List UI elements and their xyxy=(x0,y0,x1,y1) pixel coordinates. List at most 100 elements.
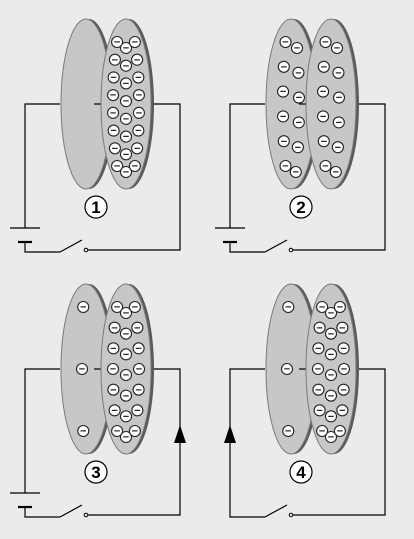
negative-charge: − xyxy=(317,60,330,73)
charge-sign: − xyxy=(134,322,140,334)
negative-charge: − xyxy=(75,362,89,376)
charge-sign: − xyxy=(80,302,86,314)
negative-charge: − xyxy=(311,362,325,376)
negative-charge: − xyxy=(332,66,345,79)
charge-sign: − xyxy=(123,149,129,161)
negative-charge: − xyxy=(324,410,338,423)
negative-charge: − xyxy=(132,362,146,376)
negative-charge: − xyxy=(324,430,338,444)
charge-sign: − xyxy=(123,432,129,444)
back-plate-charges: −−−−−−−−−−−− xyxy=(277,35,306,179)
negative-charge: − xyxy=(119,165,133,179)
charge-sign: − xyxy=(111,405,117,417)
negative-charge: − xyxy=(317,110,330,123)
charge-sign: − xyxy=(328,308,334,320)
charge-sign: − xyxy=(337,302,343,314)
charge-sign: − xyxy=(132,426,138,438)
charge-sign: − xyxy=(341,364,347,376)
back-plate xyxy=(60,18,114,190)
charge-sign: − xyxy=(110,125,116,137)
negative-charge: − xyxy=(292,91,306,104)
negative-charge: − xyxy=(336,321,349,334)
negative-charge: − xyxy=(119,389,133,402)
charge-sign: − xyxy=(322,161,328,173)
charge-sign: − xyxy=(114,161,120,173)
charge-sign: − xyxy=(134,54,140,66)
charge-sign: − xyxy=(293,167,299,179)
panel-number-badge: 3 xyxy=(84,460,108,484)
charge-sign: − xyxy=(123,60,129,72)
negative-charge: − xyxy=(119,95,133,108)
negative-charge: − xyxy=(107,71,120,84)
charge-sign: − xyxy=(320,86,326,98)
negative-charge: − xyxy=(128,424,141,438)
negative-charge: − xyxy=(312,383,325,396)
negative-charge: − xyxy=(107,106,120,119)
charge-sign: − xyxy=(123,349,129,361)
charge-sign: − xyxy=(136,364,142,376)
negative-charge: − xyxy=(329,165,342,179)
back-plate-charges: − − − xyxy=(280,300,295,438)
capacitor-panel-4: −−−−−−−−−−−−−−−−−−−−−−−−4 xyxy=(224,283,386,518)
charge-sign: − xyxy=(110,90,116,102)
charge-sign: − xyxy=(336,117,342,129)
negative-charge: − xyxy=(316,300,329,314)
charge-sign: − xyxy=(320,111,326,123)
negative-charge: − xyxy=(131,321,144,334)
charge-sign: − xyxy=(123,308,129,320)
negative-charge: − xyxy=(324,368,338,382)
negative-charge: − xyxy=(119,430,133,444)
negative-charge: − xyxy=(333,424,346,438)
charge-sign: − xyxy=(136,107,142,119)
panel-number: 3 xyxy=(91,463,100,482)
charge-sign: − xyxy=(110,343,116,355)
charge-sign: − xyxy=(339,322,345,334)
charge-sign: − xyxy=(335,142,341,154)
charge-sign: − xyxy=(110,384,116,396)
negative-charge: − xyxy=(119,112,133,125)
charge-sign: − xyxy=(110,107,116,119)
negative-charge: − xyxy=(119,410,133,423)
negative-charge: − xyxy=(277,110,290,123)
negative-charge: − xyxy=(324,327,338,340)
panel-number-badge: 4 xyxy=(289,460,313,484)
battery-symbol xyxy=(10,227,40,244)
negative-charge: − xyxy=(333,300,346,314)
charge-sign: − xyxy=(280,86,286,98)
negative-charge: − xyxy=(77,300,90,314)
charge-sign: − xyxy=(334,43,340,55)
negative-charge: − xyxy=(336,404,349,417)
charge-sign: − xyxy=(132,37,138,49)
charge-sign: − xyxy=(315,343,321,355)
negative-charge: − xyxy=(131,142,144,155)
negative-charge: − xyxy=(282,424,295,438)
charge-sign: − xyxy=(123,370,129,382)
negative-charge: − xyxy=(111,300,124,314)
panel-number: 2 xyxy=(296,198,305,217)
negative-charge: − xyxy=(132,89,145,102)
negative-charge: − xyxy=(317,85,330,98)
charge-sign: − xyxy=(135,343,141,355)
negative-charge: − xyxy=(131,53,144,66)
negative-charge: − xyxy=(319,159,332,173)
negative-charge: − xyxy=(337,383,350,396)
charge-sign: − xyxy=(132,161,138,173)
negative-charge: − xyxy=(324,348,338,361)
negative-charge: − xyxy=(107,342,120,355)
charge-sign: − xyxy=(281,61,287,73)
charge-sign: − xyxy=(328,328,334,340)
negative-charge: − xyxy=(132,106,145,119)
charge-sign: − xyxy=(281,136,287,148)
negative-charge: − xyxy=(119,368,133,382)
negative-charge: − xyxy=(119,77,133,90)
current-arrow xyxy=(174,425,186,443)
negative-charge: − xyxy=(291,141,304,154)
charge-sign: − xyxy=(333,167,339,179)
charge-sign: − xyxy=(135,384,141,396)
charge-sign: − xyxy=(322,37,328,49)
negative-charge: − xyxy=(128,35,141,49)
negative-charge: − xyxy=(119,306,133,320)
charge-sign: − xyxy=(80,426,86,438)
front-plate-charges: −−−−−−−−−−−−−−−−−−−−− xyxy=(311,300,351,444)
